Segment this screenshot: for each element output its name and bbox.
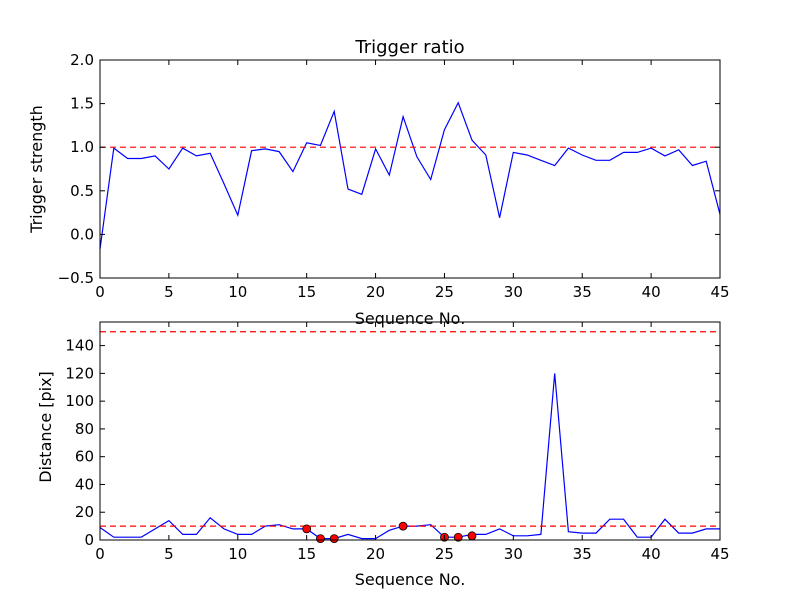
bottom-y-tick-label: 140 (65, 337, 94, 355)
bottom-x-tick-label: 20 (366, 545, 385, 563)
top-x-tick-label: 10 (228, 283, 247, 301)
bottom-x-tick-label: 25 (435, 545, 454, 563)
top-y-tick-label: 0.0 (70, 225, 94, 243)
bottom-chart: 0 5 10 15 20 25 30 35 40 45 0 20 40 60 80 100 120 140 (65, 321, 730, 563)
top-x-tick-label: 0 (95, 283, 105, 301)
top-y-axis-label: Trigger strength (27, 105, 46, 234)
bottom-y-tick-label: 0 (84, 531, 94, 549)
plot-area: 0 5 10 15 20 25 30 35 40 45 −0.5 0.0 0.5 1.0 1.5 2.0 0 5 1… (58, 51, 730, 563)
bottom-plot-frame (99, 321, 721, 541)
top-x-tick-label: 5 (164, 283, 174, 301)
top-y-tick-label: 0.5 (70, 182, 94, 200)
top-series-line-0 (99, 101, 721, 250)
bottom-marker-point (302, 524, 312, 534)
top-chart-title: Trigger ratio (354, 37, 464, 58)
bottom-y-tick-label: 120 (65, 364, 94, 382)
bottom-marker-point (398, 521, 408, 531)
top-x-tick-label: 45 (710, 283, 729, 301)
bottom-y-axis-label: Distance [pix] (36, 371, 55, 483)
bottom-x-tick-label: 35 (573, 545, 592, 563)
top-chart: 0 5 10 15 20 25 30 35 40 45 −0.5 0.0 0.5 1.0 1.5 2.0 (58, 51, 730, 301)
top-x-axis-label: Sequence No. (355, 309, 466, 328)
bottom-y-tick-label: 100 (65, 392, 94, 410)
bottom-x-tick-label: 45 (710, 545, 729, 563)
top-plot-frame (99, 59, 721, 279)
top-x-tick-label: 35 (573, 283, 592, 301)
bottom-x-tick-label: 10 (228, 545, 247, 563)
top-x-tick-label: 40 (642, 283, 661, 301)
bottom-x-tick-label: 0 (95, 545, 105, 563)
top-y-tick-label: 2.0 (70, 51, 94, 69)
top-x-tick-label: 20 (366, 283, 385, 301)
bottom-x-tick-label: 40 (642, 545, 661, 563)
top-y-tick-label: 1.5 (70, 95, 94, 113)
bottom-y-tick-label: 60 (75, 448, 94, 466)
bottom-marker-point (453, 532, 463, 542)
top-y-tick-label: 1.0 (70, 138, 94, 156)
bottom-x-tick-label: 30 (504, 545, 523, 563)
bottom-y-tick-label: 80 (75, 420, 94, 438)
top-y-tick-label: −0.5 (58, 269, 94, 287)
top-x-tick-label: 25 (435, 283, 454, 301)
bottom-y-tick-label: 20 (75, 503, 94, 521)
bottom-x-tick-label: 15 (297, 545, 316, 563)
bottom-x-axis-label: Sequence No. (355, 570, 466, 589)
bottom-marker-point (467, 531, 477, 541)
top-x-tick-label: 30 (504, 283, 523, 301)
bottom-marker-point (316, 534, 325, 544)
top-x-tick-label: 15 (297, 283, 316, 301)
bottom-marker-point (329, 534, 339, 544)
bottom-y-tick-label: 40 (75, 475, 94, 493)
bottom-x-tick-label: 5 (164, 545, 174, 563)
